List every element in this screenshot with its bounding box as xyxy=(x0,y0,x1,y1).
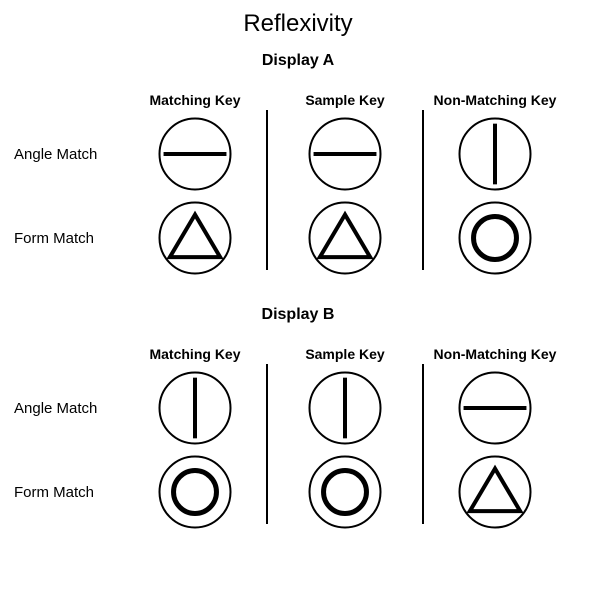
stimulus-cell xyxy=(270,201,420,275)
stimulus-cell xyxy=(270,117,420,191)
row-label: Angle Match xyxy=(0,400,120,417)
display-grid: Matching KeySample KeyNon-Matching Key An… xyxy=(0,334,596,534)
stimulus-ring-icon xyxy=(158,455,232,529)
page: Reflexivity Display AMatching KeySample … xyxy=(0,0,596,534)
stimulus-cell xyxy=(120,455,270,529)
column-header: Sample Key xyxy=(270,92,420,108)
display-block-0: Display A Matching KeySample KeyNon-Match… xyxy=(0,52,596,280)
stimulus-hline-icon xyxy=(158,117,232,191)
stimulus-cell xyxy=(420,455,570,529)
display-title: Display B xyxy=(0,306,596,324)
column-header: Matching Key xyxy=(120,92,270,108)
column-header-row: Matching KeySample KeyNon-Matching Key xyxy=(0,80,596,108)
stimulus-cell xyxy=(270,455,420,529)
stimulus-hline-icon xyxy=(458,371,532,445)
display-grid: Matching KeySample KeyNon-Matching Key An… xyxy=(0,80,596,280)
stimulus-cell xyxy=(420,201,570,275)
column-header: Sample Key xyxy=(270,346,420,362)
stimulus-cell xyxy=(420,371,570,445)
stimulus-triangle-icon xyxy=(158,201,232,275)
stimulus-row: Form Match xyxy=(0,450,596,534)
stimulus-triangle-icon xyxy=(458,455,532,529)
row-label: Form Match xyxy=(0,484,120,501)
stimulus-vline-icon xyxy=(458,117,532,191)
stimulus-row: Angle Match xyxy=(0,366,596,450)
row-label: Angle Match xyxy=(0,146,120,163)
stimulus-cell xyxy=(420,117,570,191)
display-title: Display A xyxy=(0,52,596,70)
stimulus-row: Form Match xyxy=(0,196,596,280)
row-label: Form Match xyxy=(0,230,120,247)
stimulus-ring-icon xyxy=(458,201,532,275)
stimulus-triangle-icon xyxy=(308,201,382,275)
stimulus-vline-icon xyxy=(308,371,382,445)
stimulus-vline-icon xyxy=(158,371,232,445)
stimulus-cell xyxy=(120,117,270,191)
column-header-row: Matching KeySample KeyNon-Matching Key xyxy=(0,334,596,362)
main-title: Reflexivity xyxy=(0,10,596,38)
stimulus-hline-icon xyxy=(308,117,382,191)
stimulus-cell xyxy=(120,371,270,445)
displays-container: Display AMatching KeySample KeyNon-Match… xyxy=(0,52,596,534)
stimulus-row: Angle Match xyxy=(0,112,596,196)
display-block-1: Display B Matching KeySample KeyNon-Match… xyxy=(0,306,596,534)
column-header: Matching Key xyxy=(120,346,270,362)
stimulus-cell xyxy=(120,201,270,275)
stimulus-ring-icon xyxy=(308,455,382,529)
column-header: Non-Matching Key xyxy=(420,92,570,108)
stimulus-cell xyxy=(270,371,420,445)
column-header: Non-Matching Key xyxy=(420,346,570,362)
